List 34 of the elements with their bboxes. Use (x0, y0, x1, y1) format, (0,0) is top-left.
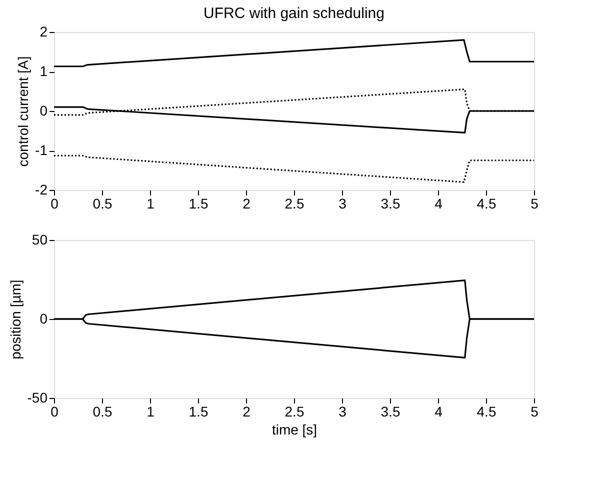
x-tick-label: 2.5 (284, 196, 304, 212)
x-tick-label: 2 (242, 196, 251, 212)
x-tick-label: 0.5 (92, 404, 112, 420)
x-tick-label: 0.5 (92, 196, 112, 212)
y-tick-label: 0 (40, 102, 48, 118)
x-tick-label: 5 (530, 196, 539, 212)
x-tick-label: 5 (530, 404, 539, 420)
y-tick-label: 1 (40, 63, 48, 79)
y-axis-title: control current [A] (15, 56, 32, 167)
x-tick-label: 1.5 (188, 196, 208, 212)
y-tick-label: 2 (40, 24, 48, 40)
x-tick-label: 0 (50, 196, 59, 212)
chart-title: UFRC with gain scheduling (204, 5, 384, 22)
x-tick-label: 1.5 (188, 404, 208, 420)
y-tick-label: -1 (35, 142, 48, 158)
x-tick-label: 4.5 (476, 196, 496, 212)
x-tick-label: 3 (338, 196, 347, 212)
x-tick-label: 2 (242, 404, 251, 420)
x-tick-label: 0 (50, 404, 59, 420)
x-tick-label: 3.5 (380, 196, 400, 212)
x-axis-title: time [s] (272, 422, 318, 438)
x-tick-label: 4.5 (476, 404, 496, 420)
x-tick-label: 2.5 (284, 404, 304, 420)
x-tick-label: 3 (338, 404, 347, 420)
y-tick-label: 0 (40, 310, 48, 326)
y-tick-label: -50 (27, 390, 48, 406)
x-tick-label: 3.5 (380, 404, 400, 420)
x-tick-label: 4 (434, 196, 443, 212)
x-tick-label: 1 (146, 404, 155, 420)
y-axis-title: position [µm] (7, 280, 24, 360)
x-tick-label: 4 (434, 404, 443, 420)
x-tick-label: 1 (146, 196, 155, 212)
y-tick-label: -2 (35, 182, 48, 198)
y-tick-label: 50 (32, 232, 48, 248)
